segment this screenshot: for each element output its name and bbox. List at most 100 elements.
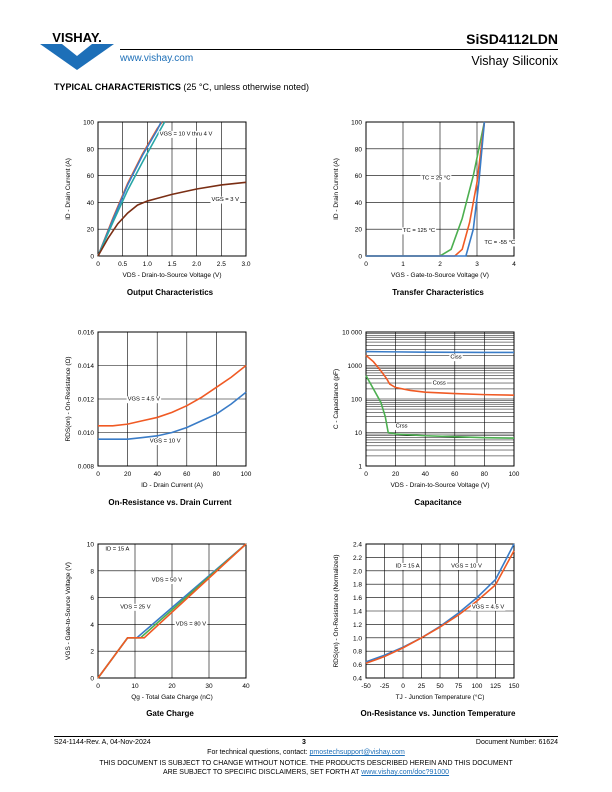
x-tick-label: 0: [364, 261, 368, 268]
y-axis-label: ID - Drain Current (A): [65, 158, 72, 220]
x-axis-label: VDS - Drain-to-Source Voltage (V): [391, 482, 490, 489]
chart-svg: 0.008 0.010 0.012 0.014 0.016 0 20 40 60 80 100 ID …: [65, 330, 252, 490]
x-tick-label: 40: [422, 471, 430, 478]
annotation-bg: [470, 603, 506, 611]
annotation-label: Ciss: [450, 355, 461, 361]
page-number: 3: [302, 739, 306, 746]
x-axis-label: Qg - Total Gate Charge (nC): [131, 694, 213, 701]
chart-on-resistance-vs-current: 0.008 0.010 0.012 0.014 0.016 0 20 40 60 80 100 ID …: [58, 328, 273, 495]
y-tick-label: 60: [355, 173, 363, 180]
header-rule: [120, 49, 558, 50]
y-tick-label: 1.2: [353, 622, 362, 629]
x-tick-label: 40: [242, 683, 250, 690]
annotation-label: ID = 15 A: [396, 563, 420, 569]
chart-capacitance: 1 10 100 1000 10 000 0 20 40 60 80 100 VDS - Drain-…: [326, 328, 541, 495]
annotation-bg: [394, 423, 409, 431]
vishay-logo: VISHAY.: [40, 30, 114, 70]
x-tick-label: 60: [451, 471, 459, 478]
y-tick-label: 10: [87, 542, 95, 549]
y-tick-label: 0.8: [353, 649, 362, 656]
y-tick-label: 1.0: [353, 635, 362, 642]
caption-transfer: Transfer Characteristics: [392, 288, 484, 297]
chart-transfer-characteristics: 0 20 40 60 80 100 0 1 2 3 4 VGS - Gate-to-Source Vo…: [326, 118, 541, 285]
y-tick-label: 20: [87, 227, 95, 234]
y-tick-label: 8: [90, 568, 94, 575]
section-heading: TYPICAL CHARACTERISTICS (25 °C, unless o…: [54, 82, 309, 92]
x-tick-label: 0: [96, 471, 100, 478]
series-line: [97, 181, 247, 257]
y-tick-label: 1.4: [353, 609, 362, 616]
x-axis-label: VDS - Drain-to-Source Voltage (V): [123, 272, 222, 279]
x-tick-label: 2.5: [217, 261, 226, 268]
annotation-bg: [126, 396, 162, 404]
y-tick-label: 40: [355, 200, 363, 207]
section-title: TYPICAL CHARACTERISTICS: [54, 82, 181, 92]
caption-output: Output Characteristics: [126, 288, 214, 297]
plot-frame: [97, 543, 247, 679]
x-tick-label: 125: [490, 683, 501, 690]
y-tick-label: 4: [90, 622, 94, 629]
annotation-bg: [483, 239, 517, 247]
y-tick-label: 0.010: [78, 430, 95, 437]
x-tick-label: 100: [509, 471, 520, 478]
contact-email-link[interactable]: pmostechsupport@vishay.com: [309, 749, 405, 756]
y-axis-label: RDS(on) - On-Resistance (Normalized): [333, 554, 340, 667]
chart-svg: 0 20 40 60 80 100 0 0.5 1.0 1.5 2.0 2.5 3.0 VDS - Dra…: [65, 120, 251, 280]
plot-frame: [97, 121, 247, 257]
x-tick-label: 2: [438, 261, 442, 268]
disclaimer-line-1: THIS DOCUMENT IS SUBJECT TO CHANGE WITHO…: [99, 760, 513, 767]
annotation-bg: [150, 577, 184, 585]
y-tick-label: 60: [87, 173, 95, 180]
y-tick-label: 0.6: [353, 662, 362, 669]
annotation-bg: [420, 175, 452, 183]
annotation-label: VGS = 10 V: [150, 439, 181, 445]
x-tick-label: 1.5: [167, 261, 176, 268]
disclaimer-link[interactable]: www.vishay.com/doc?91000: [361, 769, 450, 776]
x-tick-label: 60: [183, 471, 191, 478]
series-line: [365, 354, 515, 396]
series-line: [98, 391, 247, 440]
plot-frame: [365, 543, 515, 679]
annotation-bg: [104, 546, 131, 554]
x-tick-label: 1.0: [143, 261, 152, 268]
series-line: [97, 543, 247, 679]
y-axis-label: C - Capacitance (pF): [333, 369, 340, 429]
annotation-label: VGS = 3 V: [211, 197, 239, 203]
chart-on-resistance-vs-temperature: 0.4 0.6 0.8 1.0 1.2 1.4 1.6 1.8 2.0 2.2 2.4 -50 -25 0…: [326, 540, 541, 707]
document-number: Document Number: 61624: [475, 739, 558, 746]
x-tick-label: 25: [418, 683, 426, 690]
disclaimer-prefix: ARE SUBJECT TO SPECIFIC DISCLAIMERS, SET…: [162, 769, 362, 776]
caption-gate-charge: Gate Charge: [146, 709, 194, 718]
company-name: Vishay Siliconix: [471, 54, 558, 68]
x-tick-label: 0: [364, 471, 368, 478]
x-axis-label: ID - Drain Current (A): [141, 482, 203, 489]
x-tick-label: 75: [455, 683, 463, 690]
annotation-bg: [394, 562, 421, 570]
plot-frame: [97, 331, 247, 467]
x-tick-label: -25: [380, 683, 390, 690]
caption-ron-temp: On-Resistance vs. Junction Temperature: [360, 709, 516, 718]
x-tick-label: 1: [401, 261, 405, 268]
annotation-label: VDS = 25 V: [120, 604, 151, 610]
y-tick-label: 6: [90, 595, 94, 602]
annotation-bg: [449, 354, 463, 362]
doc-title: SiSD4112LDN: [466, 31, 558, 47]
series-line: [366, 121, 486, 257]
y-tick-label: 10: [355, 430, 363, 437]
y-tick-label: 40: [87, 200, 95, 207]
y-axis-label: RDS(on) - On-Resistance (Ω): [65, 356, 72, 441]
series-line: [97, 121, 166, 257]
x-tick-label: 80: [481, 471, 489, 478]
x-tick-label: 80: [213, 471, 221, 478]
annotation-bg: [148, 438, 182, 446]
website-link[interactable]: www.vishay.com: [120, 53, 194, 64]
annotation-label: VGS = 4.5 V: [472, 604, 505, 610]
y-tick-label: 1: [358, 464, 362, 471]
y-tick-label: 80: [355, 146, 363, 153]
x-tick-label: 3: [475, 261, 479, 268]
chart-svg: 0 20 40 60 80 100 0 1 2 3 4 VGS - Gate-to-Source Vo…: [333, 120, 517, 279]
caption-capacitance: Capacitance: [414, 498, 462, 507]
x-tick-label: 0: [96, 261, 100, 268]
y-tick-label: 100: [83, 120, 94, 127]
annotation-label: VDS = 50 V: [152, 578, 183, 584]
